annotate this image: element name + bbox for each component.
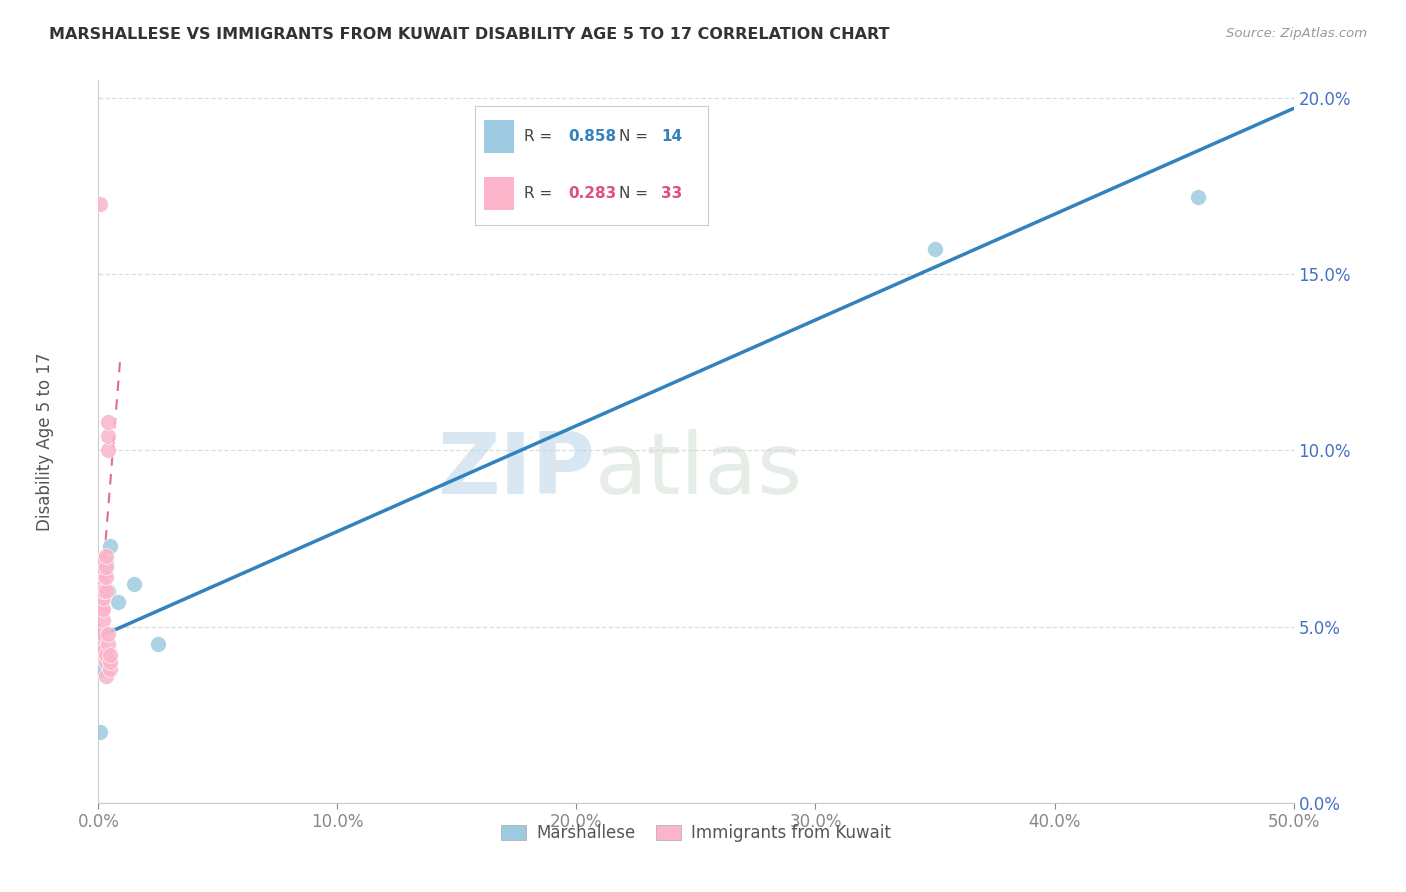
- Point: [924, 243, 946, 257]
- Point: [91, 651, 114, 665]
- Point: [90, 637, 112, 651]
- Point: [90, 602, 112, 616]
- Text: atlas: atlas: [595, 429, 803, 512]
- Point: [94, 648, 117, 662]
- Point: [98, 662, 122, 676]
- Point: [94, 570, 117, 584]
- Point: [94, 559, 117, 574]
- Point: [91, 591, 114, 606]
- Point: [90, 566, 112, 581]
- Point: [89, 196, 111, 211]
- Point: [91, 584, 114, 599]
- Point: [94, 556, 117, 570]
- Point: [107, 595, 129, 609]
- Text: MARSHALLESE VS IMMIGRANTS FROM KUWAIT DISABILITY AGE 5 TO 17 CORRELATION CHART: MARSHALLESE VS IMMIGRANTS FROM KUWAIT DI…: [49, 27, 890, 42]
- Point: [90, 552, 112, 566]
- Point: [1187, 189, 1209, 203]
- Point: [97, 584, 120, 599]
- Point: [91, 602, 114, 616]
- Point: [97, 626, 120, 640]
- Point: [90, 588, 112, 602]
- Legend: Marshallese, Immigrants from Kuwait: Marshallese, Immigrants from Kuwait: [495, 817, 897, 848]
- Point: [90, 574, 112, 588]
- Point: [97, 415, 120, 429]
- Point: [91, 644, 114, 658]
- Point: [98, 539, 122, 553]
- Point: [91, 626, 114, 640]
- Point: [97, 429, 120, 443]
- Point: [97, 637, 120, 651]
- Point: [89, 662, 111, 676]
- Point: [91, 566, 114, 581]
- Point: [90, 574, 112, 588]
- Point: [124, 577, 146, 591]
- Point: [89, 725, 111, 739]
- Point: [148, 637, 170, 651]
- Point: [90, 581, 112, 595]
- Point: [94, 584, 117, 599]
- Point: [97, 443, 120, 458]
- Point: [98, 655, 122, 669]
- Point: [94, 655, 117, 669]
- Text: Source: ZipAtlas.com: Source: ZipAtlas.com: [1226, 27, 1367, 40]
- Point: [90, 595, 112, 609]
- Point: [98, 648, 122, 662]
- Text: Disability Age 5 to 17: Disability Age 5 to 17: [35, 352, 53, 531]
- Point: [90, 559, 112, 574]
- Point: [91, 584, 114, 599]
- Point: [91, 613, 114, 627]
- Text: ZIP: ZIP: [437, 429, 595, 512]
- Point: [90, 644, 112, 658]
- Point: [90, 595, 112, 609]
- Point: [94, 549, 117, 563]
- Point: [94, 669, 117, 683]
